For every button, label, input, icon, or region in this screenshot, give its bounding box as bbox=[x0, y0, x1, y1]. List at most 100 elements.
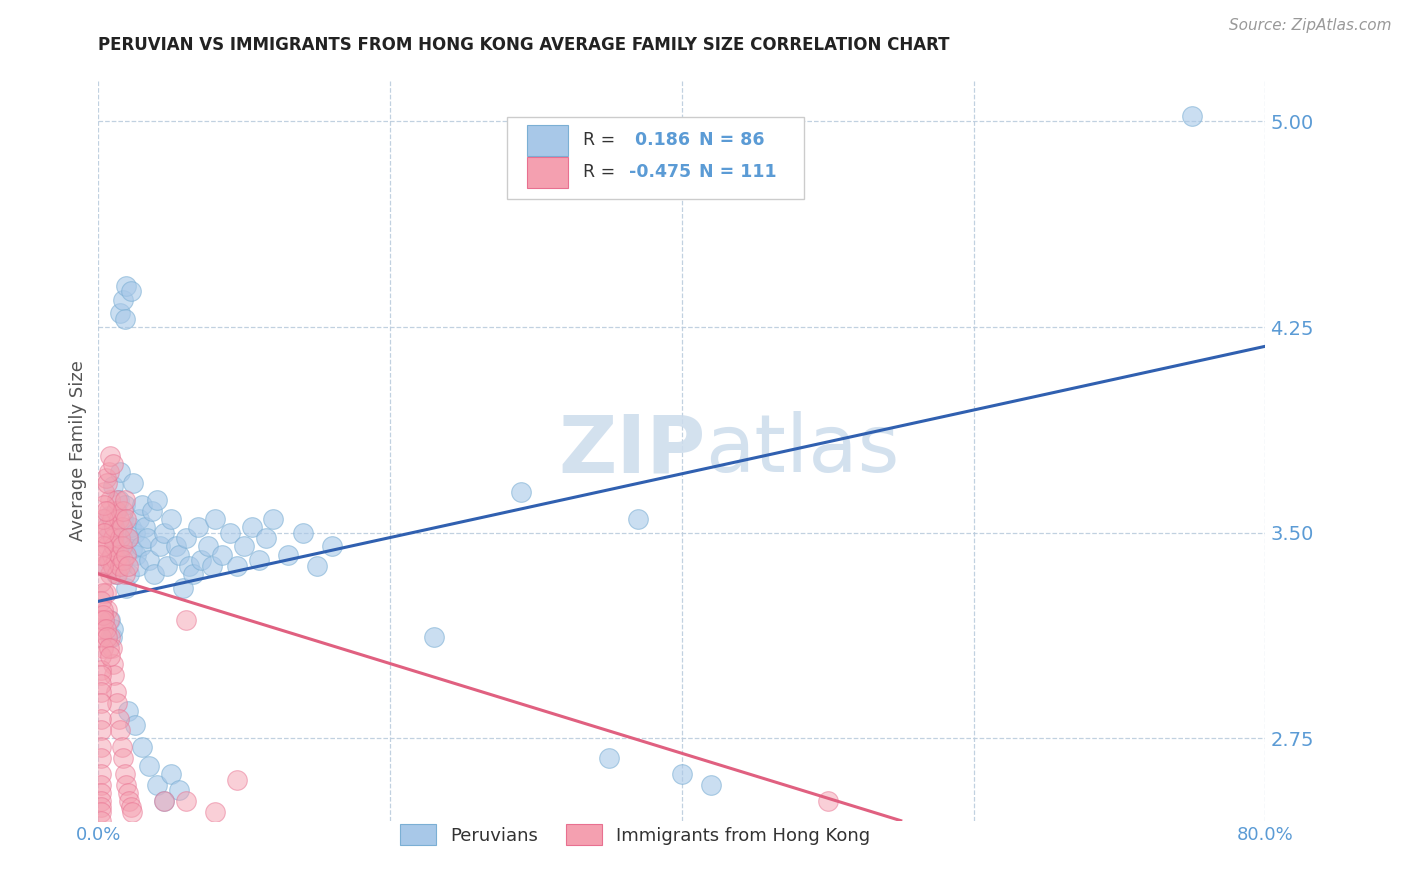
Point bbox=[105, 566, 128, 581]
Point bbox=[90, 794, 112, 808]
Point bbox=[100, 640, 122, 655]
Point bbox=[91, 512, 114, 526]
FancyBboxPatch shape bbox=[527, 125, 568, 156]
Point bbox=[211, 548, 233, 562]
Point bbox=[112, 512, 135, 526]
Point bbox=[204, 805, 226, 820]
Text: Source: ZipAtlas.com: Source: ZipAtlas.com bbox=[1229, 18, 1392, 33]
Point bbox=[101, 531, 124, 545]
Point bbox=[100, 548, 122, 562]
Point bbox=[98, 614, 121, 628]
Point bbox=[91, 640, 114, 655]
Point bbox=[90, 676, 112, 690]
Point bbox=[115, 512, 138, 526]
Point bbox=[174, 531, 197, 545]
Point bbox=[105, 492, 128, 507]
Point bbox=[101, 457, 124, 471]
Text: atlas: atlas bbox=[706, 411, 900, 490]
Text: N = 111: N = 111 bbox=[699, 163, 778, 181]
Point bbox=[226, 558, 249, 573]
Point bbox=[160, 512, 183, 526]
Point bbox=[94, 531, 117, 545]
Point bbox=[96, 602, 118, 616]
Point bbox=[138, 553, 160, 567]
Point bbox=[105, 504, 128, 518]
Point bbox=[124, 717, 146, 731]
Y-axis label: Average Family Size: Average Family Size bbox=[69, 360, 87, 541]
Point bbox=[174, 794, 197, 808]
Point bbox=[91, 558, 114, 573]
Point bbox=[103, 668, 125, 682]
Point bbox=[93, 614, 115, 628]
Point bbox=[110, 558, 132, 573]
Point bbox=[108, 512, 131, 526]
Point bbox=[141, 504, 163, 518]
Point bbox=[177, 558, 200, 573]
Point bbox=[167, 548, 190, 562]
Point bbox=[90, 739, 112, 754]
Point bbox=[122, 476, 145, 491]
Point bbox=[167, 783, 190, 797]
Point bbox=[103, 531, 125, 545]
Point bbox=[110, 306, 132, 320]
Point bbox=[226, 772, 249, 787]
Point bbox=[254, 531, 277, 545]
Point bbox=[101, 558, 124, 573]
Legend: Peruvians, Immigrants from Hong Kong: Peruvians, Immigrants from Hong Kong bbox=[392, 817, 877, 853]
Point bbox=[90, 750, 112, 764]
Point bbox=[94, 558, 117, 573]
Point bbox=[117, 704, 139, 718]
Point bbox=[172, 581, 194, 595]
Point bbox=[101, 622, 124, 636]
Point bbox=[103, 540, 125, 554]
Point bbox=[91, 622, 114, 636]
Point bbox=[108, 492, 131, 507]
Text: N = 86: N = 86 bbox=[699, 131, 765, 149]
Point bbox=[138, 759, 160, 773]
Point bbox=[165, 540, 187, 554]
Point bbox=[104, 685, 127, 699]
Point bbox=[111, 540, 134, 554]
Point bbox=[93, 512, 115, 526]
Point bbox=[97, 466, 120, 480]
Point bbox=[120, 800, 142, 814]
Point bbox=[112, 293, 135, 307]
Point bbox=[96, 540, 118, 554]
Point bbox=[671, 767, 693, 781]
Point bbox=[153, 794, 176, 808]
Point bbox=[90, 614, 112, 628]
Point bbox=[190, 553, 212, 567]
Point bbox=[160, 767, 183, 781]
Point bbox=[110, 553, 132, 567]
Point bbox=[201, 558, 224, 573]
Point bbox=[112, 553, 135, 567]
Point bbox=[101, 657, 124, 672]
Text: R =: R = bbox=[582, 163, 614, 181]
Point bbox=[90, 663, 112, 677]
Point bbox=[90, 630, 112, 644]
Point bbox=[204, 512, 226, 526]
Point bbox=[120, 520, 142, 534]
Point bbox=[149, 540, 172, 554]
Point bbox=[129, 540, 152, 554]
Point bbox=[114, 566, 136, 581]
Point bbox=[233, 540, 256, 554]
Point bbox=[197, 540, 219, 554]
Point bbox=[115, 548, 138, 562]
Point bbox=[146, 778, 169, 792]
Point bbox=[90, 575, 112, 590]
Point bbox=[135, 531, 157, 545]
Point bbox=[115, 279, 138, 293]
Point bbox=[97, 553, 120, 567]
Point bbox=[104, 566, 127, 581]
Point bbox=[117, 531, 139, 545]
Point bbox=[104, 504, 127, 518]
Point bbox=[98, 492, 121, 507]
Point bbox=[131, 498, 153, 512]
Point bbox=[105, 696, 128, 710]
Point bbox=[97, 504, 120, 518]
Point bbox=[700, 778, 723, 792]
Point bbox=[115, 778, 138, 792]
Point bbox=[423, 630, 446, 644]
Point bbox=[114, 498, 136, 512]
